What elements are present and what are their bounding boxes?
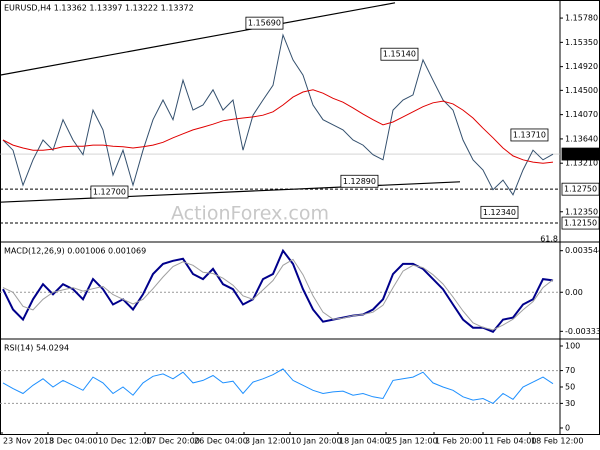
watermark: ActionForex.com: [171, 203, 329, 225]
label-text: 1.12150: [564, 219, 597, 228]
panel-title: MACD(12,26,9) 0.001006 0.001069: [4, 247, 146, 256]
x-tick-label: 25 Jan 12:00: [387, 437, 438, 446]
x-tick-label: 3 Dec 04:00: [49, 437, 98, 446]
y-tick-label: 0.00: [565, 288, 583, 297]
series-line: [2, 33, 554, 196]
series-line: [2, 248, 554, 334]
x-tick-label: 18 Jan 04:00: [339, 437, 390, 446]
y-tick-label: 1.14920: [565, 62, 598, 71]
y-tick-label: 30: [565, 399, 575, 408]
x-tick-label: 11 Feb 04:00: [484, 437, 536, 446]
annotation-box: [245, 16, 284, 30]
y-tick-label: 1.15350: [565, 38, 598, 47]
x-tick-label: 1 Feb 20:00: [435, 437, 482, 446]
label-text: 1.12750: [564, 185, 597, 194]
annotation-label: 1.12700: [93, 188, 126, 197]
y-tick-label: 1.14070: [565, 110, 598, 119]
annotation-label: 1.12890: [343, 177, 376, 186]
y-tick-label: 0.003544: [565, 246, 600, 255]
label-box: [561, 147, 600, 161]
annotation-label: 1.15690: [248, 19, 281, 28]
annotation-box: [340, 174, 379, 188]
y-tick-label: 1.12350: [565, 207, 598, 216]
y-tick-label: 0: [565, 423, 570, 432]
fib-note: 61.8: [540, 235, 558, 244]
y-tick-label: 1.14500: [565, 86, 598, 95]
y-tick-label: -0.003331: [565, 327, 600, 336]
trendline: [0, 2, 396, 76]
x-tick-label: 26 Dec 04:00: [194, 437, 248, 446]
panel-title: EURUSD,H4 1.13362 1.13397 1.13222 1.1337…: [4, 4, 194, 13]
y-tick-label: 1.13640: [565, 134, 598, 143]
y-tick-label: 1.13210: [565, 159, 598, 168]
y-tick-label: 1.15780: [565, 14, 598, 23]
x-tick-label: 18 Feb 12:00: [531, 437, 583, 446]
annotation-box: [510, 128, 549, 142]
annotation-box: [90, 185, 129, 199]
annotation-label: 1.15140: [383, 50, 416, 59]
series-line: [2, 368, 554, 405]
annotation-box: [380, 47, 419, 61]
trendline: [0, 181, 461, 203]
x-tick-label: 10 Dec 12:00: [98, 437, 152, 446]
series-line: [2, 258, 554, 331]
y-tick-label: 50: [565, 382, 575, 391]
x-tick-label: 23 Nov 2018: [3, 437, 54, 446]
x-tick-label: 17 Dec 20:00: [146, 437, 200, 446]
annotation-label: 1.12340: [483, 208, 516, 217]
label-text: 1.13372: [564, 150, 597, 159]
y-tick-label: 70: [565, 366, 575, 375]
x-tick-label: 10 Jan 20:00: [291, 437, 342, 446]
panel-title: RSI(14) 54.0294: [4, 344, 69, 353]
y-tick-label: 100: [565, 341, 580, 350]
label-box: [561, 216, 600, 230]
annotation-box: [480, 205, 519, 219]
label-box: [561, 182, 600, 196]
series-line: [2, 89, 554, 164]
x-tick-label: 3 Jan 12:00: [245, 437, 291, 446]
annotation-label: 1.13710: [513, 130, 546, 139]
